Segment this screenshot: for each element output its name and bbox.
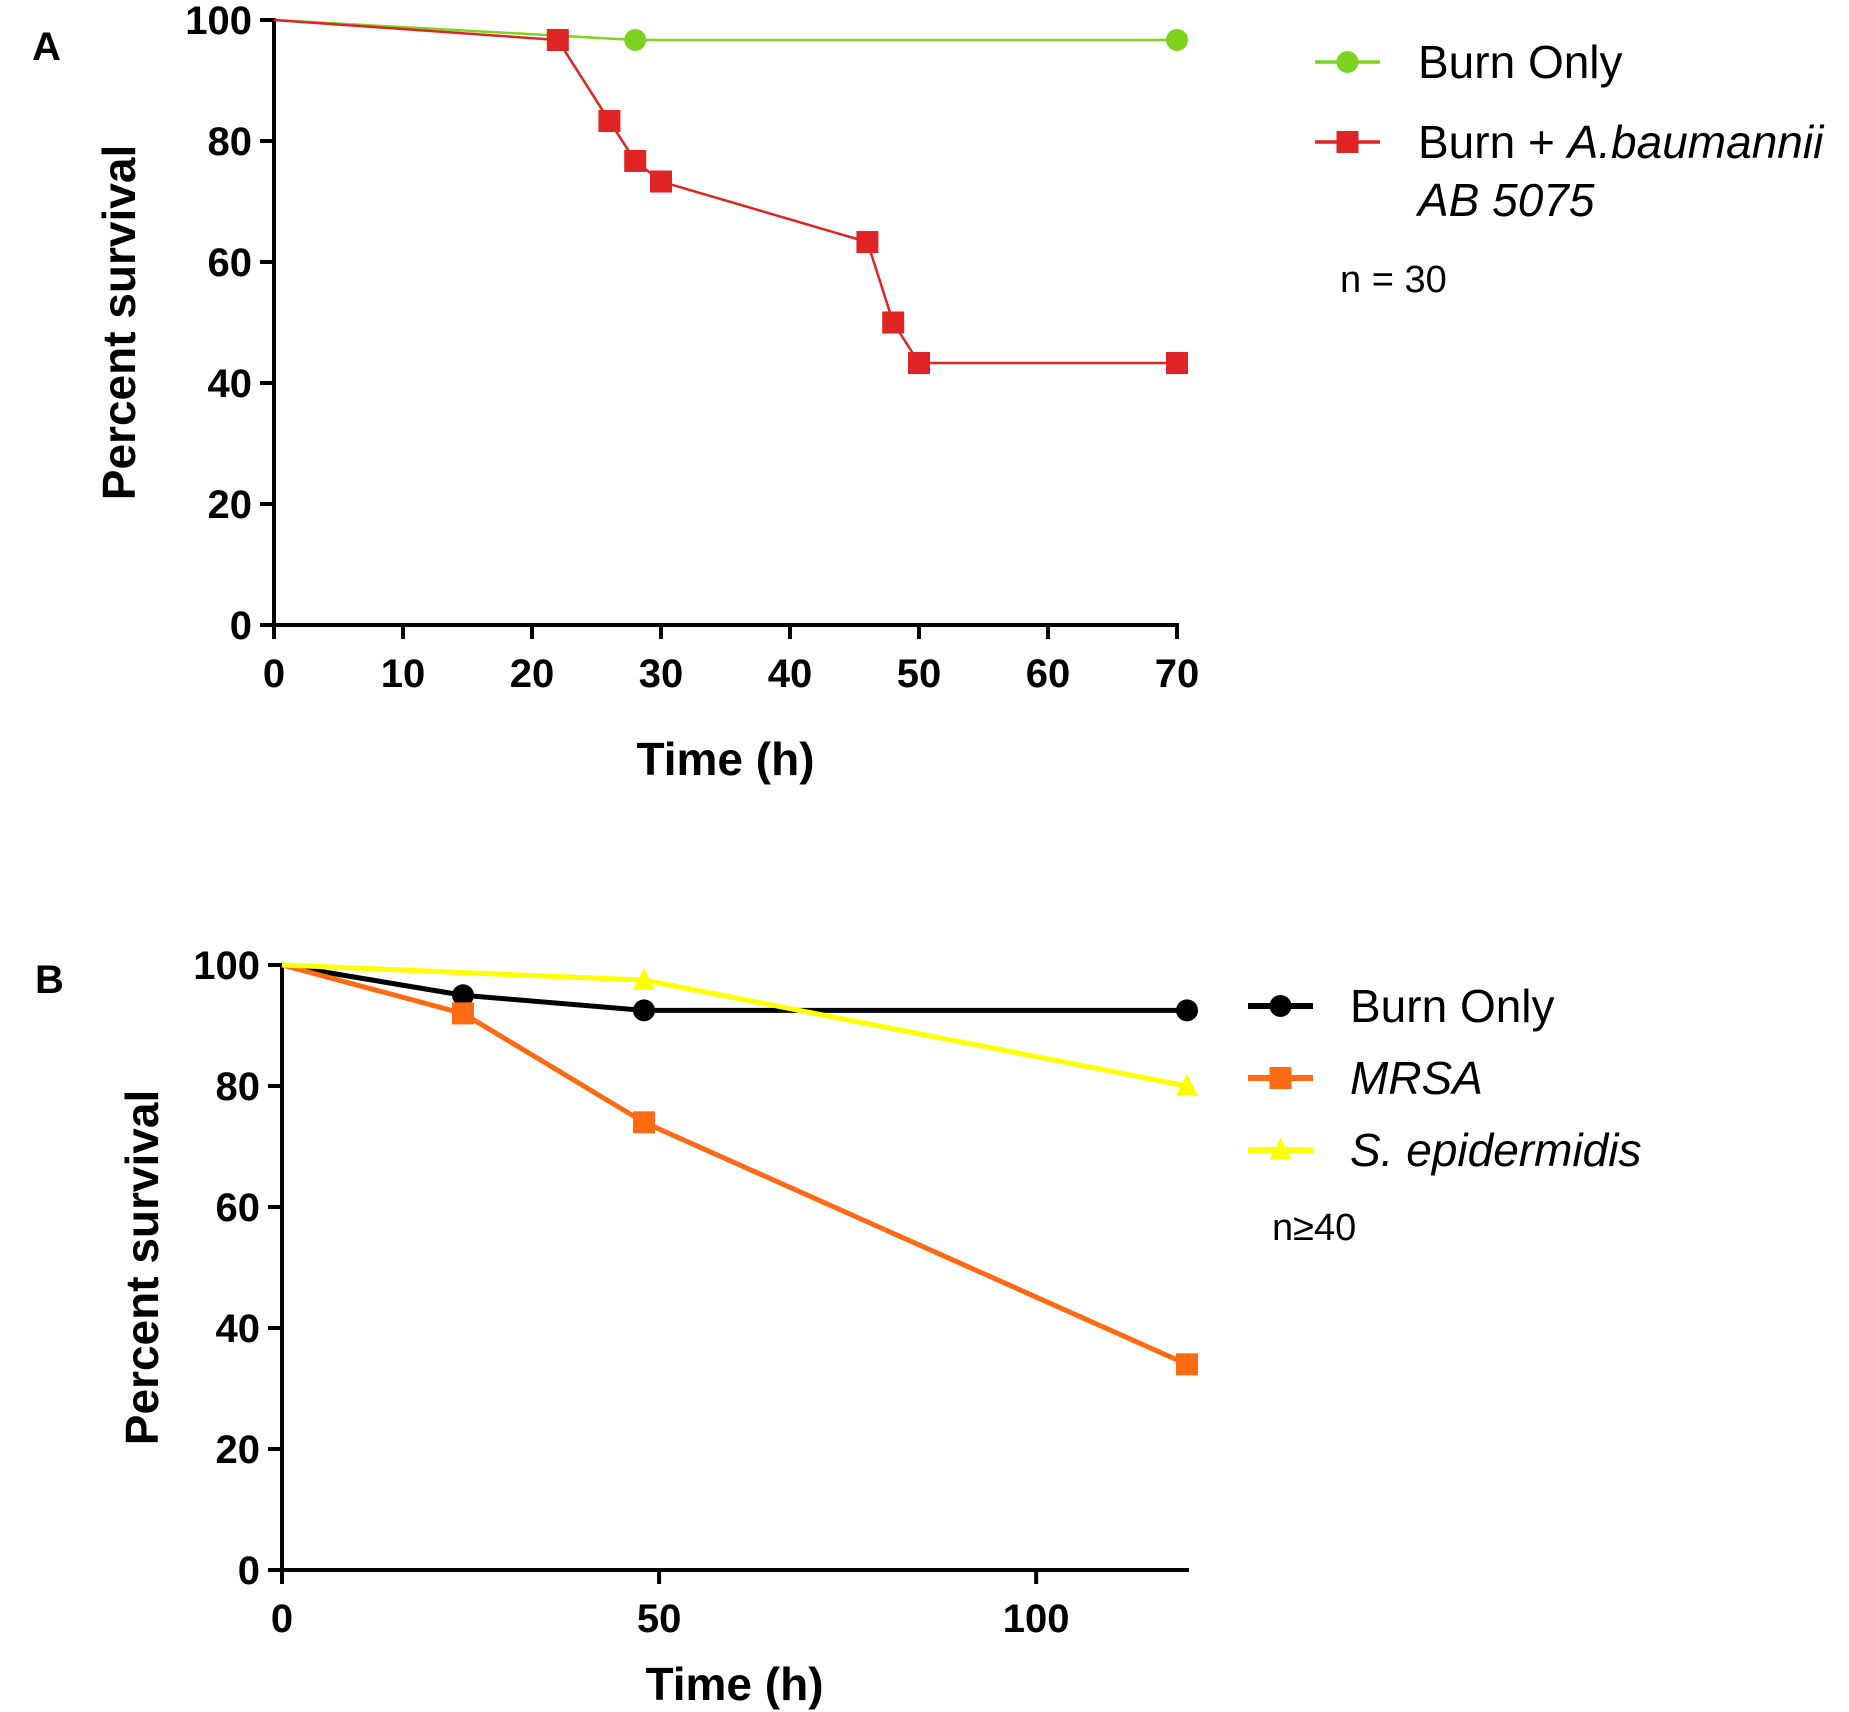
y-tick-label: 60 [208,241,253,285]
data-point [1166,352,1188,375]
sample-size-note: n = 30 [1340,259,1447,301]
x-tick-label: 10 [381,652,426,696]
series-line [281,962,1189,1367]
data-point [1166,28,1188,51]
legend-entry-s-epidermidis: S. epidermidis [1248,1124,1641,1176]
y-tick-label: 80 [208,120,253,164]
x-tick-label: 100 [1003,1597,1070,1641]
y-tick-label: 80 [216,1065,261,1109]
x-tick-label: 60 [1026,652,1071,696]
x-tick-label: 0 [263,652,285,696]
data-point [1176,999,1198,1022]
y-tick-label: 0 [230,604,252,648]
y-tick-label: 20 [216,1428,261,1472]
series-line [281,962,1188,1089]
series-line [273,18,1177,365]
legend-marker [1336,51,1359,73]
y-tick-label: 100 [185,0,252,43]
data-point [633,999,655,1022]
x-axis-title: Time (h) [636,733,814,785]
y-tick-label: 20 [208,483,253,527]
legend-entry-burn-only: Burn Only [1315,36,1623,88]
data-point [856,231,879,254]
x-tick-label: 70 [1155,652,1200,696]
sample-size-note: n≥40 [1272,1207,1356,1249]
series-mrsa [281,962,1198,1376]
legend-marker [1269,1137,1292,1160]
series-s-epidermidis [281,962,1198,1096]
legend-label-line2: AB 5075 [1415,174,1595,226]
data-point [624,149,647,172]
y-tick-label: 0 [238,1549,260,1593]
data-point [452,1002,474,1025]
data-point [624,28,647,51]
y-tick-label: 100 [193,944,260,988]
panel-b-survival-chart: B 0 20 40 60 80 100 0 50 100 Time (h) Percent survi… [35,944,1641,1710]
legend-label: Burn Only [1350,980,1555,1032]
series-burn-only [273,18,1188,51]
data-point [908,352,930,375]
data-point [1176,1073,1198,1096]
legend-entry-mrsa: MRSA [1248,1052,1483,1104]
x-tick-label: 40 [768,652,813,696]
series-burn-a-baumannii-ab-5075 [273,18,1188,375]
legend-label: Burn Only [1418,36,1623,88]
panel-label: B [35,958,64,1002]
legend-label: S. epidermidis [1350,1124,1641,1176]
legend-marker [1336,131,1359,153]
legend-marker [1269,1067,1292,1089]
series-line [281,962,1187,1013]
x-tick-label: 30 [639,652,684,696]
x-tick-label: 50 [637,1597,682,1641]
y-axis-title: Percent survival [116,1090,168,1445]
data-point [633,1111,655,1134]
x-tick-label: 20 [510,652,555,696]
data-point [882,311,905,334]
data-point [598,110,621,133]
y-tick-label: 40 [208,362,253,406]
legend-label: Burn + A.baumannii [1418,116,1825,168]
legend-entry-burn-a-baumannii-ab-5075: Burn + A.baumannii AB 5075 [1315,116,1825,226]
data-point [546,28,569,51]
y-tick-label: 60 [216,1186,261,1230]
x-axis-title: Time (h) [645,1658,823,1710]
data-point [633,968,655,990]
y-axis-title: Percent survival [93,145,145,500]
legend-entry-burn-only: Burn Only [1248,980,1555,1032]
legend-marker [1269,995,1292,1017]
data-point [452,984,474,1007]
data-point [1176,1353,1198,1376]
x-tick-label: 50 [897,652,942,696]
panel-label: A [32,25,61,69]
series-burn-only [281,962,1198,1022]
panel-a-survival-chart: A 0 20 40 60 80 100 0 10 20 30 40 50 60 70 Time (h) Perc… [32,0,1825,785]
x-tick-label: 0 [271,1597,293,1641]
data-point [650,170,672,193]
y-tick-label: 40 [216,1307,261,1351]
legend-label: MRSA [1350,1052,1483,1104]
